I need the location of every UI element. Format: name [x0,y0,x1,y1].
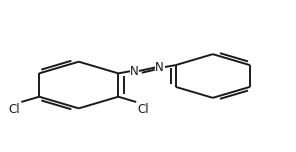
Text: Cl: Cl [8,103,20,116]
Text: Cl: Cl [138,103,149,116]
Text: N: N [130,65,139,78]
Text: N: N [155,61,164,74]
